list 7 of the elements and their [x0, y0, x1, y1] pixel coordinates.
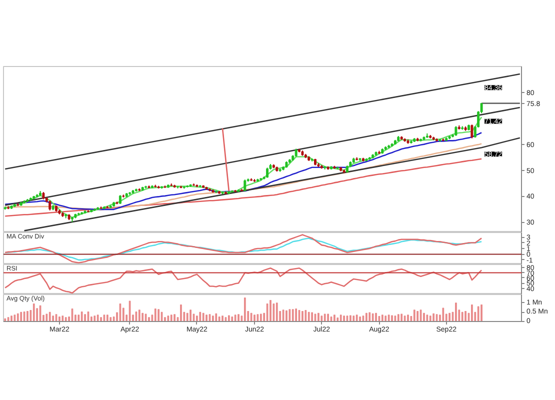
line-series [4, 158, 482, 217]
candlestick [48, 200, 52, 211]
candlestick [454, 126, 458, 136]
line-series [4, 116, 482, 218]
line-series [4, 267, 482, 294]
candlestick [470, 124, 474, 139]
candlestick [266, 167, 269, 178]
